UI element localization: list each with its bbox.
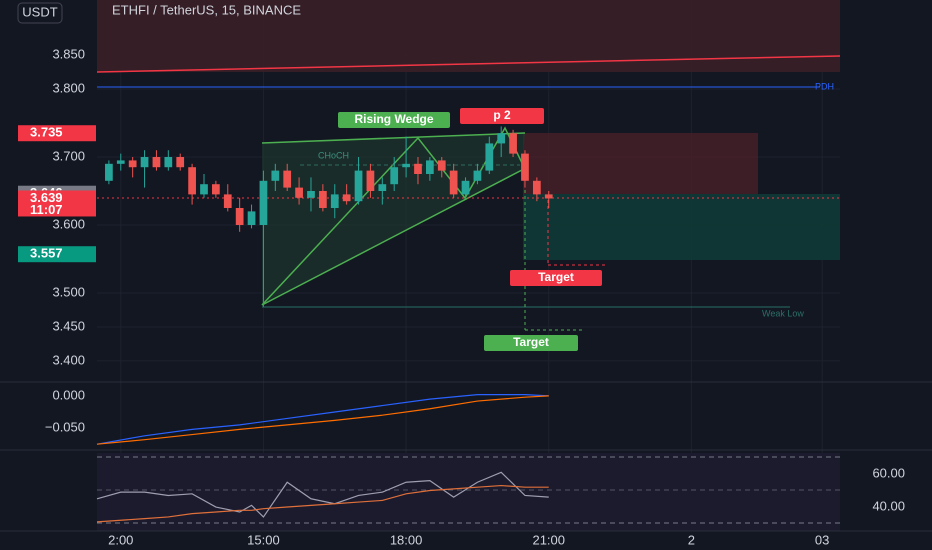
candle-body	[354, 170, 363, 202]
annotation: PDH	[815, 81, 834, 91]
candle-body	[544, 194, 553, 199]
candle-body	[164, 157, 173, 168]
y-tick-label: 3.700	[52, 148, 85, 163]
currency-badge[interactable]	[17, 2, 63, 24]
candle-body	[532, 180, 541, 195]
x-tick-label: 18:00	[390, 532, 423, 547]
candle-body	[259, 180, 268, 225]
short-risk-zone	[523, 133, 758, 194]
x-tick-label: 2:00	[108, 532, 133, 547]
candle-body	[283, 170, 292, 188]
candle-body	[461, 180, 470, 195]
candle-body	[437, 160, 446, 171]
plot-layer	[0, 0, 932, 532]
supply-zone	[97, 0, 840, 72]
candle-body	[366, 170, 375, 191]
annotation-box	[338, 112, 450, 128]
y-tick-label: 3.800	[52, 80, 85, 95]
candle-body	[402, 163, 410, 168]
annotation: Target	[513, 335, 549, 349]
annotation: Rising Wedge	[354, 112, 433, 126]
candle-body	[330, 194, 339, 208]
wedge-fill	[262, 133, 525, 305]
candle-body	[319, 191, 327, 208]
price-label: 3.735	[30, 125, 63, 140]
candle-body	[497, 133, 506, 144]
wedge-bottom	[261, 169, 523, 306]
candle-body	[152, 157, 161, 168]
x-tick-label: 2	[688, 532, 695, 547]
y-tick-label: 0.000	[52, 387, 85, 402]
y-tick-label: 40.00	[872, 498, 905, 513]
y-tick-label: 3.600	[52, 216, 85, 231]
candle-body	[105, 163, 113, 181]
candle-body	[176, 157, 185, 168]
candle-body	[449, 170, 458, 195]
indicator-line	[96, 393, 549, 445]
candle-body	[509, 133, 517, 154]
candle-body	[116, 160, 125, 164]
annotation: Weak Low	[762, 308, 804, 318]
short-reward-zone	[523, 194, 840, 260]
currency: USDT	[22, 4, 57, 19]
candle-body	[140, 157, 149, 168]
candle-body	[223, 194, 232, 208]
y-tick-label: 3.400	[52, 352, 85, 367]
x-tick-label: 21:00	[532, 532, 565, 547]
candle-body	[235, 207, 244, 225]
y-tick-label: −0.050	[45, 420, 85, 435]
candle-body	[473, 170, 482, 181]
y-tick-label: 3.850	[52, 46, 85, 61]
candle-body	[128, 160, 137, 168]
candle-body	[426, 160, 434, 175]
candle-body	[295, 187, 303, 198]
price-label: 3.639	[30, 190, 63, 205]
candle-body	[378, 184, 387, 191]
candle-body	[307, 191, 315, 198]
candle-body	[188, 167, 196, 195]
annotation-box	[484, 335, 578, 351]
annotation-box	[460, 108, 544, 124]
wedge-top	[261, 132, 526, 144]
annotation-box	[510, 270, 602, 286]
candle-body	[485, 143, 494, 171]
countdown: 11:07	[30, 202, 63, 217]
indicator-line	[96, 395, 549, 445]
annotation: Target	[538, 270, 574, 284]
candle-body	[247, 211, 256, 225]
annotation: p 2	[493, 108, 511, 122]
candle-body	[390, 167, 399, 185]
x-tick-label: 15:00	[247, 532, 280, 547]
price-label-bg	[18, 125, 96, 142]
candle-body	[342, 194, 351, 202]
rsi-band	[97, 453, 840, 531]
candle-body	[414, 163, 422, 175]
y-tick-label: 3.450	[52, 318, 85, 333]
candle-body	[212, 184, 220, 195]
trend-line	[96, 55, 841, 73]
symbol-title: ETHFI / TetherUS, 15, BINANCE	[112, 2, 301, 17]
price-label: 3.557	[30, 246, 63, 261]
annotation: CHoCH	[318, 150, 349, 160]
price-label-bg	[18, 246, 96, 263]
indicator-line	[96, 484, 549, 523]
candle-body	[271, 170, 280, 181]
y-tick-label: 3.500	[52, 284, 85, 299]
candle-body	[200, 184, 208, 195]
candle-body	[521, 153, 529, 181]
y-tick-label: 60.00	[872, 465, 905, 480]
x-tick-label: 03	[815, 532, 829, 547]
price-label-bg	[18, 190, 96, 217]
